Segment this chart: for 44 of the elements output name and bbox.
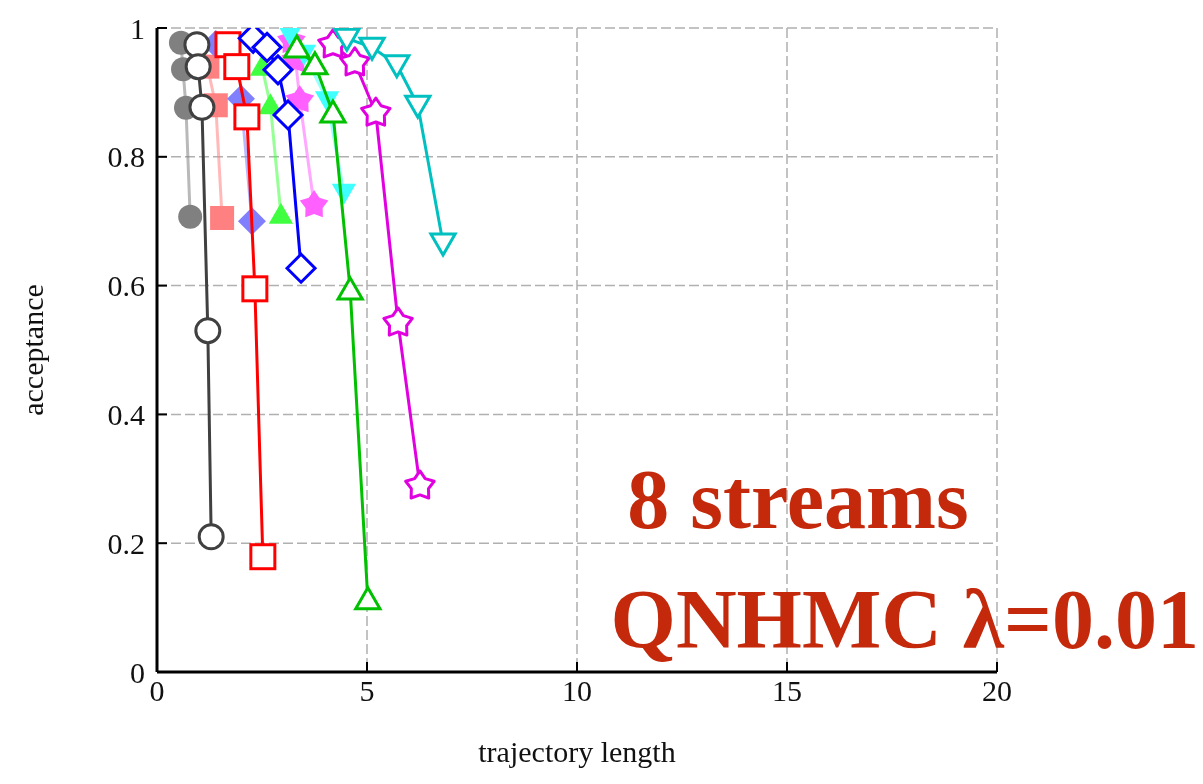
point [183,31,211,59]
annotation: 8 streams [626,453,970,546]
point [184,53,212,81]
point [283,34,311,59]
point [358,36,386,61]
x-axis-title: trajectory length [478,735,676,768]
point [188,93,216,121]
point [194,317,222,345]
x-tick-label: 20 [982,674,1012,708]
point [336,276,364,301]
y-tick-label: 0.6 [107,269,145,303]
x-tick-label: 10 [562,674,592,708]
y-tick-label: 1 [130,11,145,45]
point [210,205,235,230]
y-axis-title: acceptance [15,284,49,416]
point [339,46,371,77]
point [249,543,277,571]
point [360,96,392,127]
point [241,275,269,303]
point [404,469,436,500]
point [272,99,304,131]
point [233,103,261,131]
y-tick-label: 0.4 [107,398,145,432]
point [354,586,382,611]
point [404,94,432,119]
point [223,53,251,81]
y-tick-label: 0.2 [107,526,145,560]
point [333,28,361,52]
point [382,306,414,337]
x-tick-label: 5 [359,674,375,708]
point [251,31,283,63]
point [301,51,329,76]
point [268,202,294,224]
point [383,54,411,79]
x-tick-label: 15 [772,674,802,708]
point [197,523,225,551]
y-tick-label: 0.8 [107,140,145,174]
point [299,190,329,218]
point [319,99,347,124]
point [178,204,203,229]
annotation: QNHMC λ=0.01 [610,573,1199,666]
point [429,232,457,257]
point [262,54,294,86]
point [285,252,317,284]
